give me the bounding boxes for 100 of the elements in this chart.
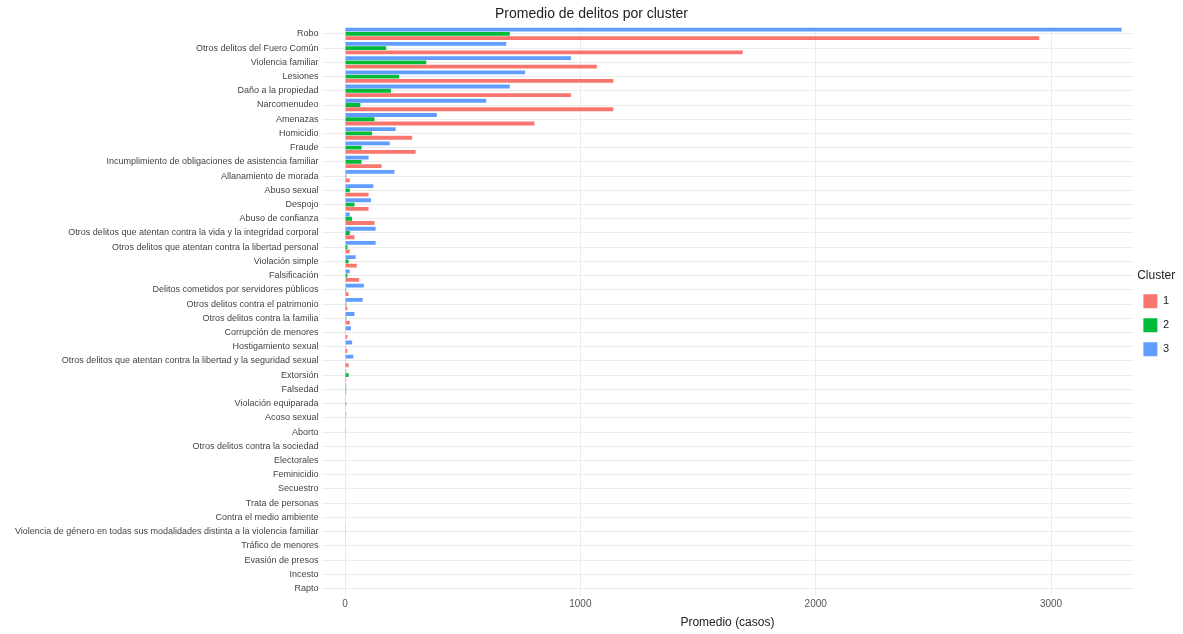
y-tick-label: Evasión de presos	[244, 554, 320, 565]
y-tick-label: Falsificación	[268, 270, 319, 281]
bar	[345, 198, 371, 203]
bar	[345, 103, 361, 107]
bar	[345, 235, 355, 240]
x-tick-label: 3000	[1039, 598, 1063, 610]
bar	[345, 231, 350, 235]
legend-label: 1	[1162, 294, 1170, 307]
y-tick-label: Violación equiparada	[234, 398, 319, 409]
y-tick-label: Delitos cometidos por servidores públicos	[152, 284, 320, 295]
bar	[345, 278, 360, 282]
bar	[345, 326, 351, 331]
bar	[345, 93, 571, 97]
y-tick-label: Violación simple	[253, 255, 319, 266]
bar	[345, 297, 363, 302]
bar	[345, 263, 357, 268]
y-tick-label: Allanamiento de morada	[220, 170, 319, 181]
bar	[345, 150, 416, 154]
y-tick-label: Acoso sexual	[264, 412, 319, 423]
bar	[345, 206, 369, 211]
bar	[345, 164, 382, 169]
x-tick-label: 2000	[804, 598, 828, 610]
y-tick-label: Contra el medio ambiente	[215, 511, 319, 522]
bar	[345, 117, 375, 122]
x-tick-label: 1000	[569, 598, 592, 610]
bar	[345, 169, 395, 174]
y-tick-label: Extorsión	[280, 369, 319, 380]
bar	[345, 64, 597, 69]
bar	[345, 113, 437, 117]
y-tick-label: Daño a la propiedad	[237, 85, 319, 96]
y-tick-label: Amenazas	[275, 113, 320, 124]
y-tick-label: Otros delitos contra la sociedad	[192, 440, 319, 451]
bar	[345, 159, 362, 164]
bar	[345, 31, 510, 36]
y-tick-label: Violencia familiar	[250, 56, 319, 67]
bar	[345, 155, 369, 160]
y-tick-label: Narcomenudeo	[256, 99, 319, 110]
y-tick-label: Incumplimiento de obligaciones de asistencia familiar	[106, 156, 319, 167]
y-tick-label: Fraude	[289, 142, 319, 153]
bar	[345, 78, 614, 83]
bar	[345, 221, 375, 225]
y-tick-label: Falsedad	[281, 383, 319, 394]
bar	[345, 135, 413, 140]
y-tick-label: Violencia de género en todas sus modalidades distinta a la violencia familiar	[14, 526, 319, 537]
bar	[345, 292, 349, 297]
bar	[345, 178, 350, 183]
y-tick-label: Corrupción de menores	[224, 327, 319, 338]
y-tick-label: Otros delitos contra la familia	[202, 312, 319, 323]
bar	[345, 145, 362, 150]
bar	[345, 226, 376, 231]
bar	[345, 354, 354, 359]
chart-title: Promedio de delitos por cluster	[495, 5, 689, 22]
y-tick-label: Hostigamiento sexual	[232, 341, 319, 352]
bar	[345, 373, 349, 378]
bar	[345, 283, 364, 288]
x-tick-label: 0	[342, 598, 349, 610]
bar	[345, 56, 571, 60]
bar	[345, 188, 350, 193]
x-axis-title: Promedio (casos)	[680, 615, 775, 630]
y-tick-label: Incesto	[289, 568, 319, 579]
bar	[345, 184, 374, 188]
legend-title: Cluster	[1137, 268, 1176, 283]
legend-label: 2	[1162, 318, 1170, 331]
y-tick-label: Lesiones	[282, 71, 320, 82]
y-tick-label: Homicidio	[279, 127, 319, 138]
bar	[345, 127, 396, 132]
y-tick-label: Otros delitos del Fuero Común	[195, 42, 319, 53]
y-tick-label: Secuestro	[277, 483, 319, 494]
y-tick-label: Otros delitos contra el patrimonio	[186, 298, 319, 309]
y-tick-label: Tráfico de menores	[241, 540, 320, 551]
bar	[345, 269, 350, 274]
y-tick-label: Robo	[297, 28, 319, 39]
y-tick-label: Electorales	[273, 454, 320, 465]
y-tick-label: Feminicidio	[273, 469, 319, 480]
y-tick-label: Abuso sexual	[264, 184, 319, 195]
legend-label: 3	[1162, 342, 1170, 355]
bar	[345, 70, 526, 75]
y-tick-label: Trata de personas	[245, 497, 320, 508]
y-tick-label: Otros delitos que atentan contra la vida y la integridad corporal	[68, 227, 319, 238]
bar	[345, 216, 353, 221]
bar	[345, 46, 387, 51]
y-tick-label: Otros delitos que atentan contra la libertad y la seguridad sexual	[61, 355, 319, 366]
bar	[345, 60, 427, 65]
bar	[345, 27, 1122, 32]
bar	[345, 88, 391, 93]
bar	[345, 241, 376, 245]
y-tick-label: Aborto	[291, 426, 319, 437]
bar	[345, 255, 356, 260]
bar	[345, 363, 349, 368]
bar	[345, 312, 355, 316]
bar	[345, 141, 390, 146]
bar	[345, 192, 369, 197]
y-tick-label: Despojo	[285, 199, 319, 210]
bar	[345, 50, 743, 55]
bar	[345, 107, 614, 112]
bar	[345, 41, 507, 46]
bar	[345, 98, 487, 103]
y-tick-label: Abuso de confianza	[239, 213, 319, 224]
y-tick-label: Rapto	[294, 582, 319, 593]
bar	[345, 36, 1040, 41]
